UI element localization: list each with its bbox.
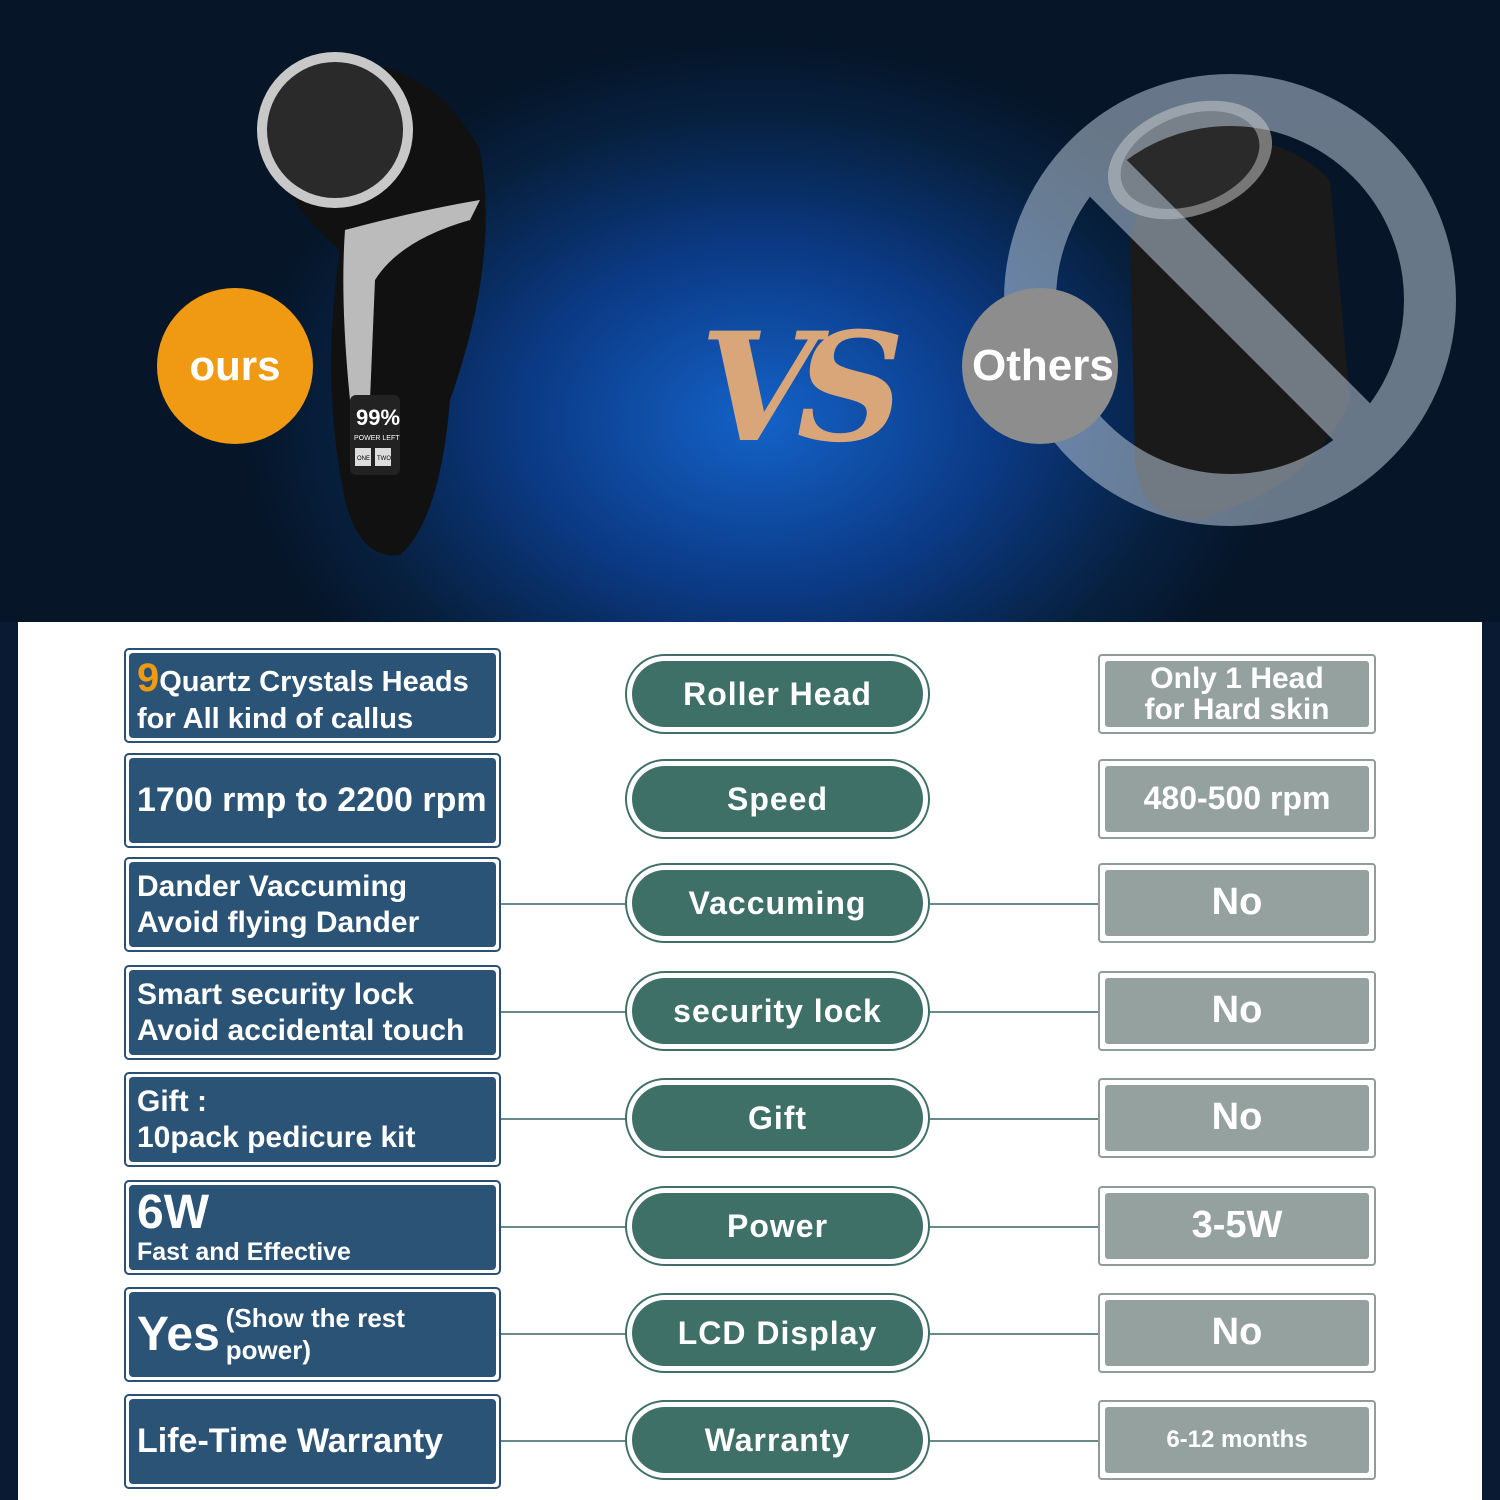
ours-device-image: 99% POWER LEFT ONE TWO [257, 52, 486, 556]
others-value: 6-12 months [1105, 1407, 1369, 1473]
highlight-number: 9 [137, 656, 160, 701]
ours-cell: Life-Time Warranty [124, 1394, 501, 1489]
connector-line [500, 1333, 626, 1335]
ours-cell: Yes (Show the rest power) [124, 1287, 501, 1382]
ours-text-line2: for All kind of callus [137, 703, 414, 736]
product-illustrations: 99% POWER LEFT ONE TWO [257, 52, 1456, 556]
comparison-row: Dander Vaccuming Avoid flying Dander Vaccu… [0, 857, 1500, 952]
ours-cell: 1700 rmp to 2200 rpm [124, 753, 501, 848]
feature-label: Warranty [632, 1407, 923, 1473]
feature-pill: Vaccuming [625, 863, 930, 943]
ours-text-line1: 6W [137, 1185, 209, 1239]
connector-line [930, 1226, 1100, 1228]
ours-cell: 9Quartz Crystals Heads for All kind of ca… [124, 648, 501, 743]
feature-pill: Power [625, 1186, 930, 1266]
feature-pill: Warranty [625, 1400, 930, 1480]
connector-line [500, 1118, 626, 1120]
connector-line [930, 903, 1100, 905]
feature-pill: Gift [625, 1078, 930, 1158]
comparison-row: Gift :10pack pedicure kit Gift No [0, 1072, 1500, 1167]
ours-text-line1: Yes [137, 1307, 220, 1361]
lcd-button-one: ONE [357, 456, 370, 462]
others-cell: No [1098, 1293, 1376, 1373]
feature-label: LCD Display [632, 1300, 923, 1366]
others-value: 480-500 rpm [1105, 766, 1369, 832]
lcd-button-two: TWO [377, 456, 391, 462]
ours-text-line1: Quartz Crystals Heads [159, 666, 469, 699]
feature-label: security lock [632, 978, 923, 1044]
others-value: No [1105, 870, 1369, 936]
others-value: Only 1 Head for Hard skin [1105, 661, 1369, 727]
connector-line [500, 1440, 626, 1442]
ours-text-line1: Life-Time Warranty [137, 1422, 444, 1461]
others-badge: Others [962, 288, 1118, 444]
ours-text-line1: Gift : [137, 1084, 207, 1118]
ours-cell: 6W Fast and Effective [124, 1180, 501, 1275]
ours-cell: Dander Vaccuming Avoid flying Dander [124, 857, 501, 952]
ours-text-line2: Avoid flying Dander [137, 905, 420, 939]
connector-line [930, 1440, 1100, 1442]
comparison-row: 9Quartz Crystals Heads for All kind of ca… [0, 648, 1500, 743]
connector-line [500, 1011, 626, 1013]
others-cell: No [1098, 1078, 1376, 1158]
feature-pill: LCD Display [625, 1293, 930, 1373]
connector-line [930, 1118, 1100, 1120]
others-cell: 6-12 months [1098, 1400, 1376, 1480]
vs-label: VS [700, 300, 905, 476]
lcd-caption: POWER LEFT [354, 435, 400, 442]
connector-line [930, 1333, 1100, 1335]
ours-cell: Smart security lock Avoid accidental touc… [124, 965, 501, 1060]
others-cell: No [1098, 863, 1376, 943]
feature-pill: security lock [625, 971, 930, 1051]
feature-label: Power [632, 1193, 923, 1259]
ours-text-line2: Fast and Effective [137, 1237, 351, 1266]
others-value: No [1105, 1300, 1369, 1366]
feature-label: Roller Head [632, 661, 923, 727]
ours-text-line2: (Show the rest power) [225, 1303, 405, 1365]
comparison-row: 6W Fast and Effective Power 3-5W [0, 1180, 1500, 1275]
feature-label: Gift [632, 1085, 923, 1151]
others-cell: Only 1 Head for Hard skin [1098, 654, 1376, 734]
ours-text-line2: Avoid accidental touch [137, 1013, 465, 1047]
connector-line [930, 1011, 1100, 1013]
ours-badge: ours [157, 288, 313, 444]
ours-text-line1: Smart security lock [137, 977, 414, 1011]
others-value: 3-5W [1105, 1193, 1369, 1259]
others-value: No [1105, 978, 1369, 1044]
connector-line [500, 1226, 626, 1228]
ours-text-line1: 1700 rmp to 2200 rpm [137, 781, 487, 820]
feature-label: Vaccuming [632, 870, 923, 936]
comparison-row: 1700 rmp to 2200 rpm Speed 480-500 rpm [0, 753, 1500, 848]
comparison-row: Smart security lock Avoid accidental touc… [0, 965, 1500, 1060]
feature-pill: Roller Head [625, 654, 930, 734]
feature-label: Speed [632, 766, 923, 832]
lcd-percent: 99% [356, 405, 400, 430]
ours-text-line1: Dander Vaccuming [137, 869, 408, 903]
feature-pill: Speed [625, 759, 930, 839]
others-cell: No [1098, 971, 1376, 1051]
connector-line [500, 903, 626, 905]
others-value: No [1105, 1085, 1369, 1151]
ours-text-line2: 10pack pedicure kit [137, 1120, 416, 1154]
ours-cell: Gift :10pack pedicure kit [124, 1072, 501, 1167]
hero-banner: 99% POWER LEFT ONE TWO ours VS Others [0, 0, 1500, 622]
others-cell: 3-5W [1098, 1186, 1376, 1266]
comparison-row: Yes (Show the rest power) LCD Display No [0, 1287, 1500, 1382]
comparison-row: Life-Time Warranty Warranty 6-12 months [0, 1394, 1500, 1489]
others-cell: 480-500 rpm [1098, 759, 1376, 839]
